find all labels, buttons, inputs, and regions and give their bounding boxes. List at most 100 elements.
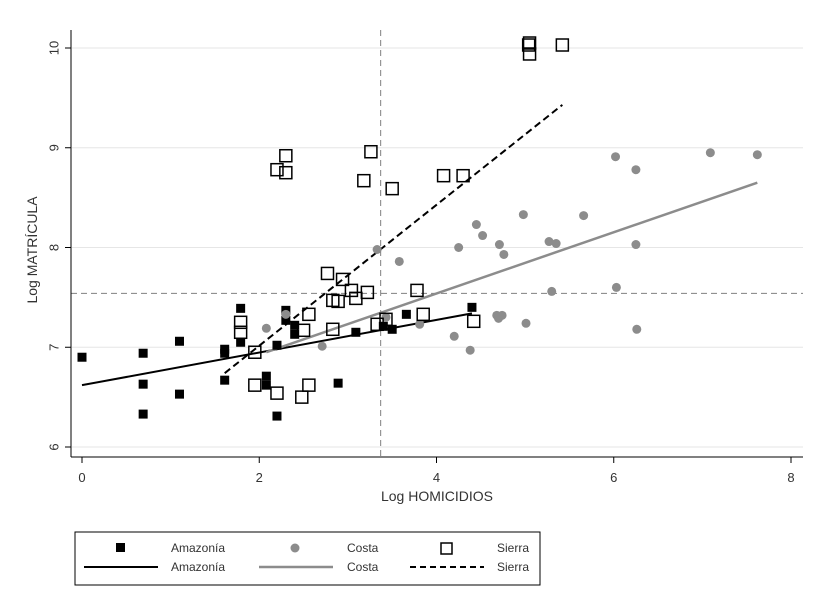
gridlines	[72, 47, 803, 448]
point-costa	[631, 240, 641, 250]
point-amazonia	[236, 303, 246, 313]
point-amazonia	[333, 378, 343, 388]
fit-line-costa	[265, 181, 758, 354]
point-amazonia	[290, 320, 300, 330]
legend-symbol-amazonia-points	[116, 543, 125, 552]
y-tick-label: 7	[47, 344, 62, 351]
point-costa	[752, 150, 762, 160]
x-tick-label: 4	[433, 470, 440, 485]
y-tick-label: 6	[47, 443, 62, 450]
point-amazonia	[220, 375, 230, 385]
point-sierra	[416, 307, 430, 322]
point-sierra	[555, 38, 570, 52]
point-amazonia	[351, 327, 361, 337]
point-sierra	[466, 314, 481, 329]
point-sierra	[344, 283, 359, 298]
fit-line-sierra	[224, 104, 563, 374]
point-sierra	[436, 168, 451, 183]
legend-label-amazonia-line: Amazonía	[171, 560, 225, 574]
legend: Amazonía Costa Sierra Amazonía Costa Sie…	[74, 531, 541, 586]
point-costa	[449, 331, 459, 341]
point-sierra	[233, 315, 248, 330]
point-sierra	[296, 323, 311, 338]
point-costa	[705, 148, 715, 158]
point-sierra	[410, 283, 424, 298]
legend-label-sierra-line: Sierra	[497, 560, 529, 574]
point-sierra	[295, 390, 309, 404]
point-sierra	[326, 322, 340, 337]
point-sierra	[331, 294, 345, 309]
point-amazonia	[138, 409, 148, 419]
point-costa	[471, 220, 481, 230]
point-costa	[454, 243, 464, 252]
legend-symbol-costa-points	[290, 543, 300, 553]
point-amazonia	[467, 302, 477, 312]
point-sierra	[360, 285, 375, 300]
point-amazonia	[138, 348, 148, 358]
point-amazonia	[261, 371, 271, 381]
point-costa	[631, 165, 641, 175]
point-costa	[544, 237, 554, 247]
point-costa	[611, 152, 621, 162]
point-costa	[521, 318, 531, 328]
point-costa	[261, 323, 271, 333]
point-sierra	[248, 378, 262, 392]
point-costa	[281, 309, 291, 319]
x-axis-label: Log HOMICIDIOS	[381, 488, 493, 504]
point-amazonia	[272, 411, 282, 421]
point-costa	[494, 240, 504, 250]
point-sierra	[233, 325, 248, 340]
point-amazonia	[401, 309, 411, 319]
point-amazonia	[174, 389, 184, 399]
point-sierra	[456, 168, 470, 183]
point-amazonia	[272, 340, 282, 350]
point-costa	[518, 210, 528, 220]
point-sierra	[302, 307, 316, 322]
point-costa	[415, 319, 425, 329]
point-costa	[579, 211, 589, 221]
point-amazonia	[138, 379, 148, 389]
point-sierra	[522, 47, 537, 61]
data-points	[77, 36, 762, 421]
y-axis-label: Log MATRÍCULA	[24, 196, 40, 304]
ticks: 0 2 4 6 8 6 7 8 9 10	[47, 41, 795, 485]
point-amazonia	[220, 348, 230, 358]
point-sierra	[279, 165, 293, 180]
point-amazonia	[290, 329, 300, 339]
point-sierra	[385, 181, 399, 196]
point-costa	[547, 286, 557, 296]
point-amazonia	[281, 315, 291, 325]
point-sierra	[357, 173, 371, 188]
point-costa	[632, 324, 642, 334]
point-amazonia	[387, 324, 397, 334]
y-tick-label: 10	[47, 41, 62, 55]
point-costa	[394, 256, 404, 266]
x-tick-label: 6	[610, 470, 617, 485]
legend-symbol-sierra-points	[440, 542, 453, 555]
point-amazonia	[236, 337, 246, 347]
point-amazonia	[174, 336, 184, 346]
point-costa	[465, 345, 475, 355]
point-sierra	[248, 345, 262, 359]
y-tick-label: 9	[47, 144, 62, 151]
legend-label-amazonia-points: Amazonía	[171, 541, 225, 555]
point-sierra	[320, 266, 335, 281]
x-tick-label: 0	[78, 470, 85, 485]
point-sierra	[270, 162, 284, 177]
point-sierra	[379, 312, 393, 327]
x-tick-label: 8	[787, 470, 794, 485]
point-sierra	[521, 38, 536, 52]
point-sierra	[522, 36, 537, 50]
point-costa	[317, 341, 327, 351]
point-costa	[499, 249, 509, 259]
point-sierra	[270, 386, 284, 400]
legend-label-costa-line: Costa	[347, 560, 379, 574]
point-costa	[551, 239, 561, 249]
point-amazonia	[77, 352, 87, 362]
legend-label-costa-points: Costa	[347, 541, 379, 555]
legend-label-sierra-points: Sierra	[497, 541, 529, 555]
point-costa	[497, 310, 507, 320]
point-sierra	[279, 148, 293, 163]
